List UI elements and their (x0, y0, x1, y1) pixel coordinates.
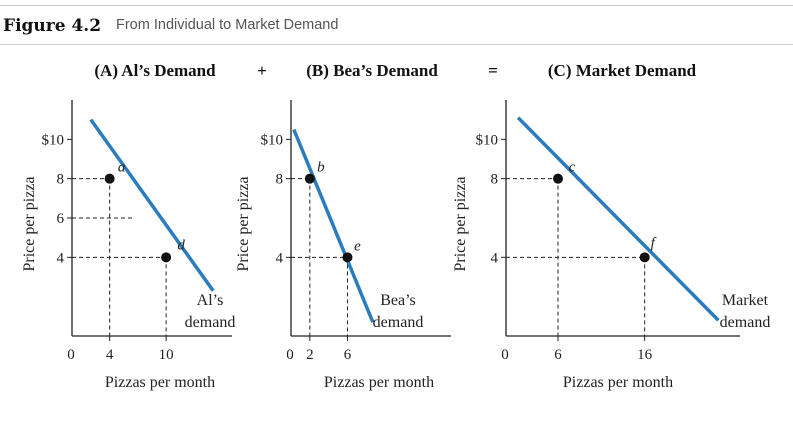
panel-3-x-tick-label: 0 (501, 347, 509, 363)
panel-2-y-tick-label: 4 (276, 250, 284, 266)
panel-1-y-tick-label: 4 (57, 250, 65, 266)
plus-operator: + (257, 61, 267, 80)
panel-1-point-d (161, 252, 172, 263)
equals-operator: = (488, 61, 498, 80)
panel-2-point-b (304, 173, 315, 184)
header-bottom-rule (0, 44, 793, 45)
panel-1-point-label-a: a (118, 160, 126, 176)
panel-3-x-tick-label: 6 (554, 347, 562, 363)
panel-2-point-label-b: b (317, 160, 325, 176)
panel-1-x-tick-label: 10 (159, 347, 174, 363)
panel-1-point-label-d: d (177, 237, 185, 253)
panel-2-y-tick-label: $10 (261, 132, 284, 148)
panel-1-y-tick-label: $10 (42, 132, 65, 148)
panel-3-title: (C) Market Demand (548, 61, 697, 80)
panel-3-y-tick-label: $10 (476, 132, 499, 148)
panel-1-demand-line (89, 118, 215, 292)
panel-3-x-axis-label: Pizzas per month (563, 374, 673, 391)
panel-1-y-tick-label: 8 (57, 172, 65, 188)
header-top-rule (0, 5, 793, 6)
panel-2-y-tick-label: 8 (276, 172, 284, 188)
panel-1-curve-label: Al’s (197, 292, 224, 309)
panel-1-y-axis-label: Price per pizza (21, 176, 38, 271)
panel-3-point-label-f: f (651, 235, 657, 251)
panel-1-x-axis-label: Pizzas per month (105, 374, 215, 391)
panel-2-x-tick-label: 2 (306, 347, 314, 363)
panel-1-curve-label: demand (185, 314, 236, 331)
panel-1-title: (A) Al’s Demand (94, 61, 216, 80)
panel-3-demand-line (516, 116, 720, 322)
panel-2-demand-line (292, 128, 375, 323)
panel-3-point-c (553, 173, 563, 184)
panel-1-point-a (104, 173, 115, 184)
panel-3-curve-label: Market (722, 292, 769, 309)
panel-2-point-label-e: e (354, 238, 361, 254)
panel-3-y-tick-label: 8 (491, 172, 499, 188)
panel-2-y-axis-label: Price per pizza (235, 176, 252, 271)
panel-1-x-tick-label: 0 (67, 347, 75, 363)
panel-3-point-f (639, 252, 650, 263)
figure-header: Figure 4.2 From Individual to Market Dem… (0, 0, 793, 46)
panel-3-y-tick-label: 4 (491, 250, 499, 266)
figure-caption: From Individual to Market Demand (116, 17, 339, 33)
panel-2-title: (B) Bea’s Demand (306, 61, 438, 80)
panel-2-x-tick-label: 6 (344, 347, 352, 363)
panel-3-x-tick-label: 16 (637, 347, 653, 363)
panel-2-curve-label: demand (373, 314, 424, 331)
figure-label: Figure 4.2 (3, 16, 102, 36)
panel-3-y-axis-label: Price per pizza (452, 176, 469, 271)
panel-2-point-e (342, 252, 353, 263)
panel-3-curve-label: demand (720, 314, 771, 331)
panel-2-curve-label: Bea’s (380, 292, 416, 309)
panel-1-x-tick-label: 4 (106, 347, 114, 363)
panel-2-x-axis-label: Pizzas per month (324, 374, 434, 391)
panel-3-point-label-c: c (569, 160, 576, 176)
panel-2-x-tick-label: 0 (286, 347, 294, 363)
panel-1-y-tick-label: 6 (57, 211, 65, 227)
